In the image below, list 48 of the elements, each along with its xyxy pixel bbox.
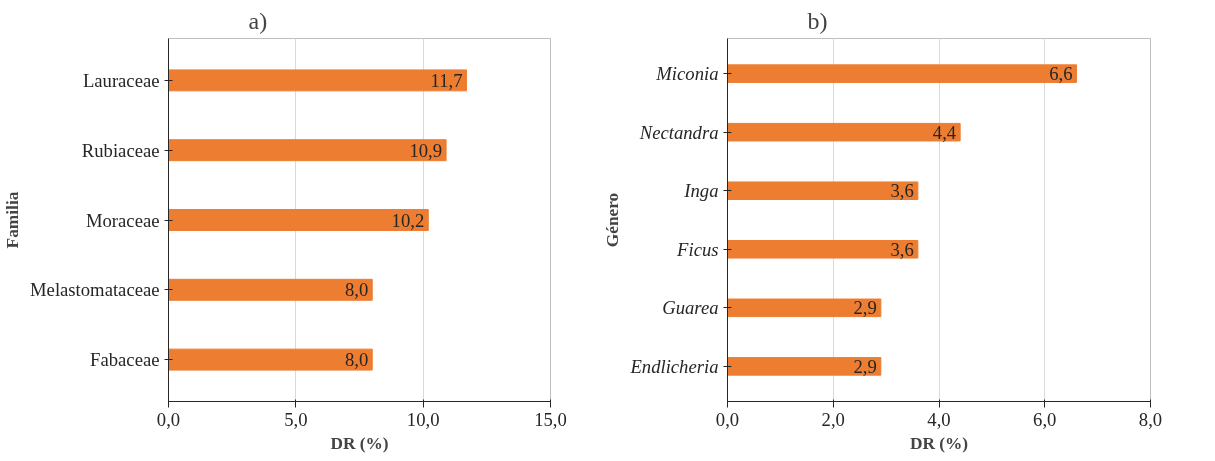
y-tick-label: Miconia [655,63,719,85]
chart-title: a) [248,7,268,34]
data-label: 10,2 [391,209,425,231]
x-tick-label: 0,0 [715,408,740,430]
y-axis-title: Género [603,192,623,248]
data-label: 2,9 [853,297,877,319]
x-axis-title: DR (%) [330,433,389,453]
bar [727,298,882,318]
bar [168,209,429,231]
y-axis-title: Familia [3,191,23,249]
y-tick-label: Inga [683,180,719,202]
bar [727,122,961,142]
data-label: 6,6 [1049,63,1073,85]
bar [727,64,1077,83]
data-label: 2,9 [853,355,877,377]
bar [727,357,882,376]
bar [168,69,467,92]
data-label: 3,6 [890,180,914,202]
y-tick-label: Fabaceae [90,349,160,371]
data-label: 8,0 [344,349,369,371]
x-axis-title: DR (%) [909,433,969,453]
y-tick-label: Guarea [662,297,719,319]
x-tick-label: 8,0 [1138,408,1163,430]
y-tick-label: Melastomataceae [30,279,160,301]
y-tick-label: Endlicheria [629,355,719,377]
bar [168,348,373,371]
data-label: 3,6 [890,238,914,260]
bar [168,139,447,162]
y-tick-label: Lauraceae [82,69,160,91]
x-tick-label: 0,0 [156,408,181,430]
x-tick-label: 4,0 [927,408,951,430]
data-label: 10,9 [409,139,443,161]
y-tick-label: Nectandra [638,121,719,143]
bar [168,278,373,301]
x-tick-label: 10,0 [406,408,440,430]
data-label: 4,4 [932,121,957,143]
x-tick-label: 15,0 [534,408,567,430]
y-tick-label: Ficus [676,238,719,260]
x-tick-label: 2,0 [821,408,845,430]
chart-title: b) [807,7,828,34]
data-label: 8,0 [344,279,369,301]
data-label: 11,7 [430,69,463,91]
x-tick-label: 5,0 [284,408,308,430]
x-tick-label: 6,0 [1033,408,1057,430]
y-tick-label: Moraceae [85,209,160,231]
bar [727,239,919,259]
bar [727,181,919,201]
y-tick-label: Rubiaceae [81,139,160,161]
